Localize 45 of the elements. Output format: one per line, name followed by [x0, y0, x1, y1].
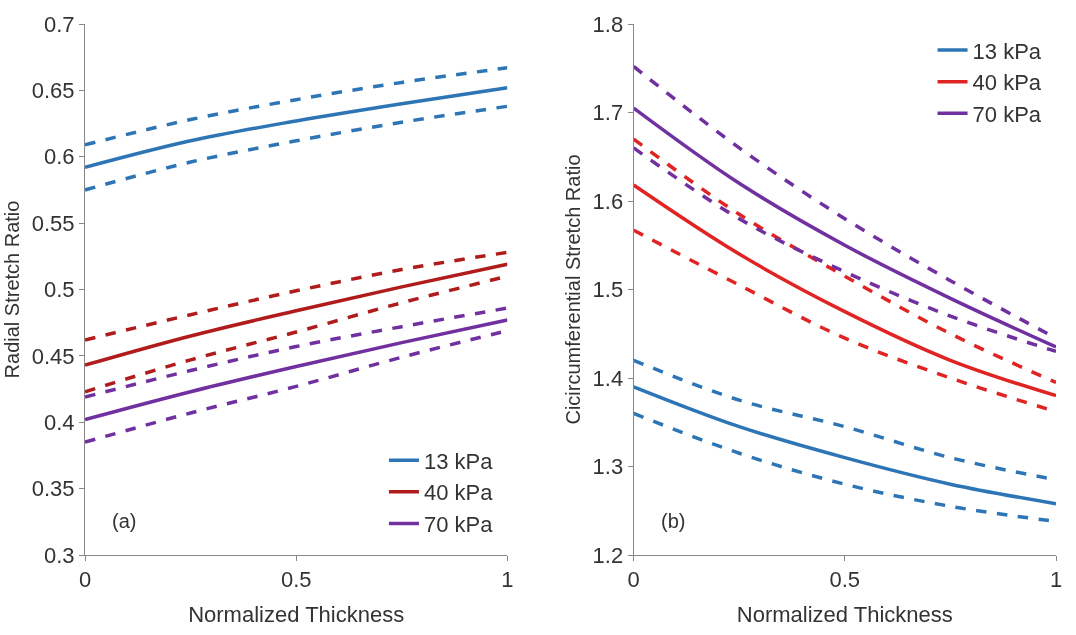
legend-label: 40 kPa	[972, 70, 1042, 96]
line-series	[85, 66, 508, 147]
x-tick-label: 1	[501, 567, 514, 593]
y-tick-label: 1.6	[592, 188, 624, 214]
y-tick-label: 1.4	[592, 365, 624, 391]
line-series	[85, 306, 508, 399]
line-series	[633, 385, 1056, 506]
x-tick-label: 0.5	[280, 567, 312, 593]
y-tick-label: 1.5	[592, 277, 624, 303]
y-tick-label: 0.4	[44, 409, 75, 435]
x-tick-label: 0.5	[829, 567, 861, 593]
x-tick-label: 0	[627, 567, 640, 593]
annotation: (a)	[112, 510, 137, 532]
y-tick-label: 1.8	[592, 11, 624, 37]
y-tick-label: 0.5	[44, 277, 75, 303]
y-tick-label: 0.7	[44, 11, 75, 37]
y-tick-label: 1.7	[592, 100, 624, 126]
line-series	[85, 262, 508, 367]
legend-label: 13 kPa	[423, 448, 494, 474]
annotation: (b)	[661, 510, 686, 532]
y-tick-label: 0.6	[44, 144, 75, 170]
legend-label: 70 kPa	[423, 511, 494, 537]
y-tick-label: 1.2	[592, 542, 624, 568]
line-series	[633, 137, 1056, 385]
line-series	[85, 85, 508, 170]
line-series	[633, 106, 1056, 349]
line-series	[633, 183, 1056, 398]
legend-label: 40 kPa	[423, 480, 494, 506]
legend-label: 13 kPa	[972, 38, 1042, 64]
x-tick-label: 1	[1049, 567, 1063, 593]
x-axis-title: Normalized Thickness	[736, 602, 953, 628]
legend-label: 70 kPa	[972, 101, 1042, 127]
line-series	[85, 250, 508, 342]
line-series	[85, 104, 508, 192]
y-tick-label: 0.55	[31, 210, 75, 236]
y-tick-label: 0.35	[31, 476, 75, 502]
x-tick-label: 0	[78, 567, 92, 593]
x-axis-title: Normalized Thickness	[188, 602, 405, 628]
y-tick-label: 0.65	[31, 78, 75, 104]
y-tick-label: 1.3	[592, 454, 624, 480]
y-axis-title: Cicircumferential Stretch Ratio	[562, 154, 585, 425]
line-series	[85, 318, 508, 422]
y-tick-label: 0.45	[31, 343, 75, 369]
y-tick-label: 0.3	[44, 542, 75, 568]
y-axis-title: Radial Stretch Ratio	[1, 200, 24, 379]
